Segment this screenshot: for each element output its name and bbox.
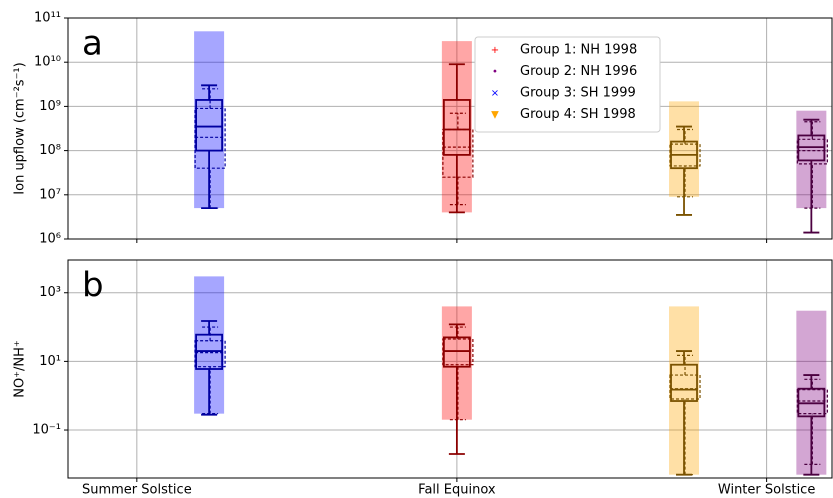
y-tick-label: 10⁷ — [39, 187, 61, 202]
y-tick-label: 10¹ — [39, 354, 61, 369]
y-axis-label: NO⁺/NH⁺ — [13, 340, 28, 398]
y-tick-label: 10¹¹ — [34, 11, 61, 26]
legend-label: Group 2: NH 1996 — [520, 64, 637, 79]
box — [796, 389, 828, 415]
y-tick-label: 10⁸ — [39, 143, 61, 158]
box — [442, 99, 471, 156]
legend-marker: + — [491, 45, 499, 56]
y-axis-label: Ion upflow (cm⁻²s⁻¹) — [13, 62, 28, 194]
legend-box — [474, 36, 661, 133]
legend-marker: × — [491, 88, 499, 99]
panel-label: a — [82, 24, 103, 64]
x-tick-label: Winter Solstice — [718, 483, 815, 498]
box — [195, 99, 223, 152]
legend-label: Group 1: NH 1998 — [520, 43, 637, 58]
plot-area — [194, 276, 828, 476]
box — [669, 374, 701, 400]
plot-area — [194, 31, 828, 234]
box — [194, 107, 226, 169]
y-tick-label: 10⁹ — [39, 99, 61, 114]
legend-marker: • — [492, 67, 498, 78]
y-tick-label: 10³ — [39, 285, 61, 300]
legend-label: Group 3: SH 1999 — [520, 86, 636, 101]
x-tick-label: Fall Equinox — [418, 483, 496, 498]
panel-label: b — [82, 266, 104, 306]
box — [670, 363, 698, 402]
box — [796, 138, 828, 165]
legend-label: Group 4: SH 1998 — [520, 107, 636, 122]
legend-marker: ▼ — [491, 110, 499, 121]
axes-frame — [67, 17, 833, 240]
box — [442, 336, 471, 368]
box — [442, 338, 474, 366]
x-tick-label: Summer Solstice — [82, 483, 192, 498]
box — [194, 340, 226, 368]
y-tick-label: 10⁶ — [39, 232, 61, 247]
y-tick-label: 10¹⁰ — [34, 55, 61, 70]
box — [442, 128, 474, 178]
axes-frame — [67, 259, 833, 479]
y-tick-label: 10⁻¹ — [32, 423, 61, 438]
